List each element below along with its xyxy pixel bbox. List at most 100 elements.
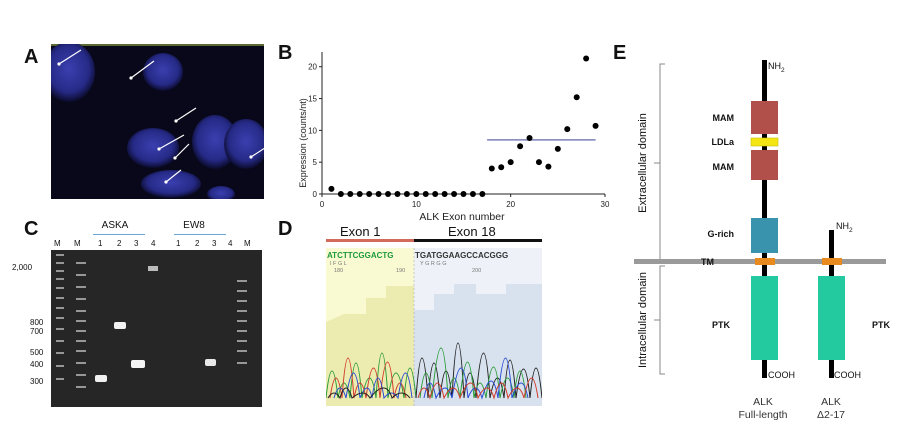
label-ptk-left: PTK [712, 320, 731, 330]
data-point [356, 191, 363, 197]
delta-name: ALK [821, 396, 841, 408]
lane-label: 1 [98, 239, 103, 248]
gel-lane-labels: M M 1 2 3 4 1 2 3 4 M [50, 239, 260, 253]
lane-label: 3 [134, 239, 139, 248]
fish-micrograph [51, 44, 264, 199]
data-point [526, 135, 533, 141]
tm-domain-delta [822, 258, 842, 265]
size-marker-700: 700 [30, 327, 44, 336]
label-mam-1: MAM [713, 113, 735, 123]
x-tick-label: 0 [320, 200, 325, 209]
exon18-bar [414, 239, 542, 242]
data-point [413, 191, 420, 197]
lane-label: 2 [117, 239, 122, 248]
ldla-domain [750, 137, 779, 147]
y-tick-label: 10 [308, 126, 317, 135]
x-axis-label: ALK Exon number [419, 211, 505, 223]
lane-label: M [74, 239, 81, 248]
data-point [535, 159, 542, 166]
y-tick-label: 20 [308, 63, 317, 72]
data-point [564, 126, 571, 133]
alk-domain-diagram: Extracellular domain Intracellular domai… [634, 60, 891, 421]
lane-label: 3 [212, 239, 217, 248]
data-point [366, 191, 373, 197]
exon-expression-chart: Expression (counts/nt) ALK Exon number 0… [298, 52, 610, 223]
delta-subtitle: Δ2-17 [817, 409, 845, 421]
data-point [554, 145, 561, 152]
exon18-label: Exon 18 [448, 224, 496, 239]
data-point [375, 191, 382, 197]
nh2-delta-label: NH2 [836, 221, 853, 234]
lane-label: 4 [151, 239, 156, 248]
exon1-bar [326, 239, 414, 242]
data-point [394, 191, 401, 197]
tm-domain-full [755, 258, 775, 265]
full-length-name: ALK [753, 396, 773, 408]
g-rich-domain [751, 218, 778, 253]
data-point [422, 191, 429, 197]
size-marker-400: 400 [30, 360, 44, 369]
y-tick-label: 0 [313, 190, 318, 199]
size-marker-2000: 2,000 [12, 263, 33, 272]
nh2-full-label: NH2 [768, 61, 785, 74]
lane-label: 4 [228, 239, 233, 248]
size-marker-300: 300 [30, 377, 44, 386]
extracellular-domain-label: Extracellular domain [637, 113, 649, 213]
gel-group-underline-ew8 [174, 234, 226, 235]
data-point [328, 185, 335, 192]
size-marker-500: 500 [30, 348, 44, 357]
sequencing-chromatogram: ATCTTCGGACTG TGATGGAAGCCACGGG I F G L Y … [326, 248, 542, 406]
data-point [583, 55, 590, 62]
lane-label: 1 [176, 239, 181, 248]
gel-group-label-ew8: EW8 [183, 220, 205, 231]
data-point [573, 94, 580, 101]
mam-domain-2 [751, 150, 778, 180]
panel-label-c: C [24, 218, 39, 240]
intracellular-domain-label: Intracellular domain [637, 272, 649, 368]
position-200: 200 [472, 268, 481, 274]
gel-group-label-aska: ASKA [101, 220, 129, 231]
seq-bases-right: TGATGGAAGCCACGGG [415, 251, 508, 260]
data-point [385, 191, 392, 197]
agarose-gel-image [51, 250, 262, 407]
lane-label: 2 [195, 239, 200, 248]
cooh-delta-label: COOH [834, 370, 861, 380]
cooh-full-label: COOH [768, 370, 795, 380]
full-length-subtitle: Full-length [738, 409, 787, 421]
translation-left: I F G L [330, 261, 347, 267]
data-point [347, 191, 354, 197]
exon1-label: Exon 1 [340, 224, 381, 239]
data-point [488, 165, 495, 172]
ptk-domain-delta [818, 276, 845, 360]
position-180: 180 [334, 268, 343, 274]
data-point [498, 164, 505, 171]
mam-domain-1 [751, 101, 778, 134]
data-point [479, 191, 486, 197]
x-tick-label: 30 [601, 200, 610, 209]
lane-label: M [54, 239, 61, 248]
label-ldla: LDLa [712, 137, 735, 147]
ptk-domain-full [751, 276, 778, 360]
data-point [507, 159, 514, 166]
gel-group-underline-aska [93, 234, 145, 235]
translation-right: Y G R G G [420, 261, 447, 267]
y-tick-label: 5 [313, 158, 318, 167]
data-point [545, 163, 552, 170]
panel-label-e: E [613, 42, 627, 64]
y-tick-label: 15 [308, 95, 317, 104]
label-g-rich: G-rich [707, 229, 734, 239]
domain-brackets [654, 63, 665, 375]
panel-label-a: A [24, 46, 39, 68]
label-tm: TM [701, 257, 714, 267]
data-point [592, 122, 599, 129]
seq-bases-left: ATCTTCGGACTG [327, 251, 394, 260]
position-190: 190 [396, 268, 405, 274]
data-point [451, 191, 458, 197]
panel-label-b: B [278, 42, 293, 64]
x-tick-label: 10 [412, 200, 421, 209]
label-mam-2: MAM [713, 162, 735, 172]
lane-label: M [244, 239, 251, 248]
data-point [337, 191, 344, 197]
data-point [517, 143, 524, 150]
x-tick-label: 20 [506, 200, 515, 209]
